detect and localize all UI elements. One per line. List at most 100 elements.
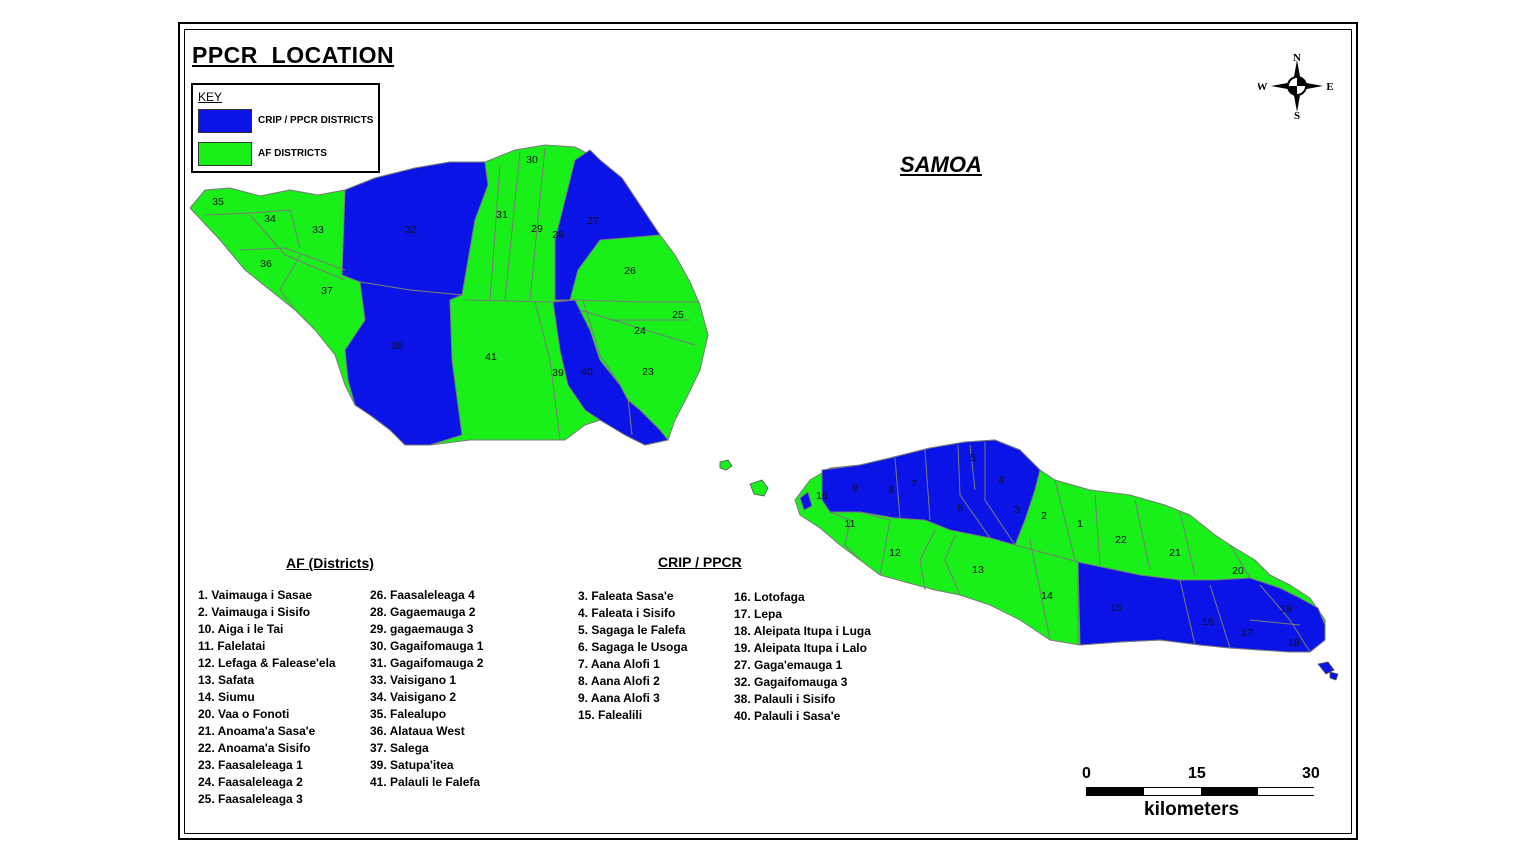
- district-label-36: 36: [260, 258, 272, 270]
- crip-list-item: 32. Gagaifomauga 3: [734, 675, 848, 689]
- crip-list-item: 27. Gaga'emauga 1: [734, 658, 843, 672]
- district-label-4: 4: [998, 474, 1004, 486]
- district-label-33: 33: [312, 224, 324, 236]
- legend-swatch-crip: [198, 109, 252, 133]
- islet-apolima: [719, 459, 733, 471]
- af-list-item: 37. Salega: [370, 741, 429, 755]
- af-list-item: 31. Gagaifomauga 2: [370, 656, 484, 670]
- islet-nuulua: [1329, 671, 1339, 681]
- scale-seg-2: [1144, 788, 1201, 795]
- district-label-26: 26: [624, 265, 636, 277]
- district-label-23: 23: [642, 366, 654, 378]
- map-frame-inner: [184, 29, 1352, 834]
- district-label-39: 39: [552, 367, 564, 379]
- district-label-8: 8: [888, 484, 894, 496]
- islet-manono: [749, 479, 769, 497]
- scale-bar-graphic: [1086, 787, 1315, 796]
- crip-list-item: 9. Aana Alofi 3: [578, 691, 660, 705]
- af-list-item: 35. Falealupo: [370, 707, 447, 721]
- district-label-2: 2: [1041, 510, 1047, 522]
- district-label-1: 1: [1077, 518, 1083, 530]
- af-list-item: 29. gagaemauga 3: [370, 622, 474, 636]
- district-label-25: 25: [672, 309, 684, 321]
- crip-list-item: 3. Faleata Sasa'e: [578, 589, 674, 603]
- legend-label-af: AF DISTRICTS: [258, 148, 327, 159]
- crip-list-item: 40. Palauli i Sasa'e: [734, 709, 841, 723]
- district-label-3: 3: [1014, 504, 1020, 516]
- af-list-item: 26. Faasaleleaga 4: [370, 588, 475, 602]
- af-list-item: 41. Palauli le Falefa: [370, 775, 481, 789]
- scale-unit: kilometers: [1144, 799, 1240, 820]
- af-list-col2: 26. Faasaleleaga 4 28. Gagaemauga 2 29. ga…: [370, 587, 483, 791]
- compass-e: E: [1326, 81, 1333, 93]
- compass-s: S: [1294, 110, 1300, 122]
- district-label-15: 15: [1110, 602, 1122, 614]
- af-list-item: 2. Vaimauga i Sisifo: [198, 605, 311, 619]
- af-list-item: 33. Vaisigano 1: [370, 673, 457, 687]
- af-list-col1: 1. Vaimauga i Sasae 2. Vaimauga i Sisifo 1…: [198, 587, 336, 808]
- legend-title: KEY: [198, 90, 223, 104]
- scale-tick-15: 15: [1188, 765, 1206, 782]
- af-list-item: 23. Faasaleleaga 1: [198, 758, 303, 772]
- crip-list-item: 38. Palauli i Sisifo: [734, 692, 836, 706]
- af-list-item: 10. Aiga i le Tai: [198, 622, 284, 636]
- crip-list-item: 5. Sagaga le Falefa: [578, 623, 686, 637]
- crip-list-item: 6. Sagaga le Usoga: [578, 640, 688, 654]
- crip-list-item: 16. Lotofaga: [734, 590, 805, 604]
- district-label-37: 37: [321, 285, 333, 297]
- af-list-item: 24. Faasaleleaga 2: [198, 775, 303, 789]
- crip-list-col2: 16. Lotofaga 17. Lepa 18. Aleipata Itupa i…: [734, 589, 871, 725]
- scale-seg-3: [1201, 788, 1258, 795]
- af-list-item: 34. Vaisigano 2: [370, 690, 457, 704]
- district-label-21: 21: [1169, 547, 1181, 559]
- af-list-item: 39. Satupa'itea: [370, 758, 454, 772]
- af-list-item: 13. Safata: [198, 673, 255, 687]
- district-label-31: 31: [496, 209, 508, 221]
- crip-list-item: 15. Falealili: [578, 708, 643, 722]
- district-label-12: 12: [889, 547, 901, 559]
- district-label-24: 24: [634, 325, 646, 337]
- crip-list-item: 8. Aana Alofi 2: [578, 674, 660, 688]
- crip-list-item: 18. Aleipata Itupa i Luga: [734, 624, 871, 638]
- af-list-item: 11. Falelatai: [198, 639, 266, 653]
- af-list-item: 25. Faasaleleaga 3: [198, 792, 303, 806]
- af-list-item: 22. Anoama'a Sisifo: [198, 741, 311, 755]
- compass-rose-icon: N S W E: [1258, 52, 1334, 122]
- district-label-35: 35: [212, 196, 224, 208]
- af-list-item: 14. Siumu: [198, 690, 255, 704]
- scale-tick-0: 0: [1082, 765, 1091, 782]
- district-label-9: 9: [852, 482, 858, 494]
- map-frame-outer: [178, 22, 1358, 840]
- af-list-item: 12. Lefaga & Falease'ela: [198, 656, 336, 670]
- district-label-29: 29: [531, 223, 543, 235]
- compass-n: N: [1293, 52, 1301, 64]
- crip-list-col1: 3. Faleata Sasa'e 4. Faleata i Sisifo 5. S…: [578, 588, 687, 724]
- af-list-item: 20. Vaa o Fonoti: [198, 707, 290, 721]
- crip-list-item: 4. Faleata i Sisifo: [578, 606, 676, 620]
- district-label-27: 27: [587, 215, 599, 227]
- district-label-38: 38: [391, 340, 403, 352]
- af-list-item: 28. Gagaemauga 2: [370, 605, 476, 619]
- district-label-7: 7: [911, 478, 917, 490]
- crip-list-item: 17. Lepa: [734, 607, 783, 621]
- district-label-30: 30: [526, 154, 538, 166]
- crip-list-item: 19. Aleipata Itupa i Lalo: [734, 641, 867, 655]
- district-label-20: 20: [1232, 565, 1244, 577]
- islet-nuutele: [1317, 661, 1335, 675]
- district-label-40: 40: [581, 366, 593, 378]
- legend-swatch-af: [198, 142, 252, 166]
- district-label-13: 13: [972, 564, 984, 576]
- district-label-17: 17: [1241, 627, 1253, 639]
- scale-seg-4: [1258, 788, 1315, 795]
- af-list-heading: AF (Districts): [286, 555, 374, 571]
- district-label-34: 34: [264, 213, 276, 225]
- map-legend: KEY CRIP / PPCR DISTRICTS AF DISTRICTS: [191, 83, 380, 173]
- scale-seg-1: [1087, 788, 1144, 795]
- district-label-5: 5: [970, 452, 976, 464]
- district-label-28: 28: [552, 229, 564, 241]
- af-list-item: 21. Anoama'a Sasa'e: [198, 724, 316, 738]
- crip-list-heading: CRIP / PPCR: [658, 554, 742, 570]
- map-title: PPCR LOCATION: [192, 42, 395, 68]
- district-label-18: 18: [1288, 637, 1300, 649]
